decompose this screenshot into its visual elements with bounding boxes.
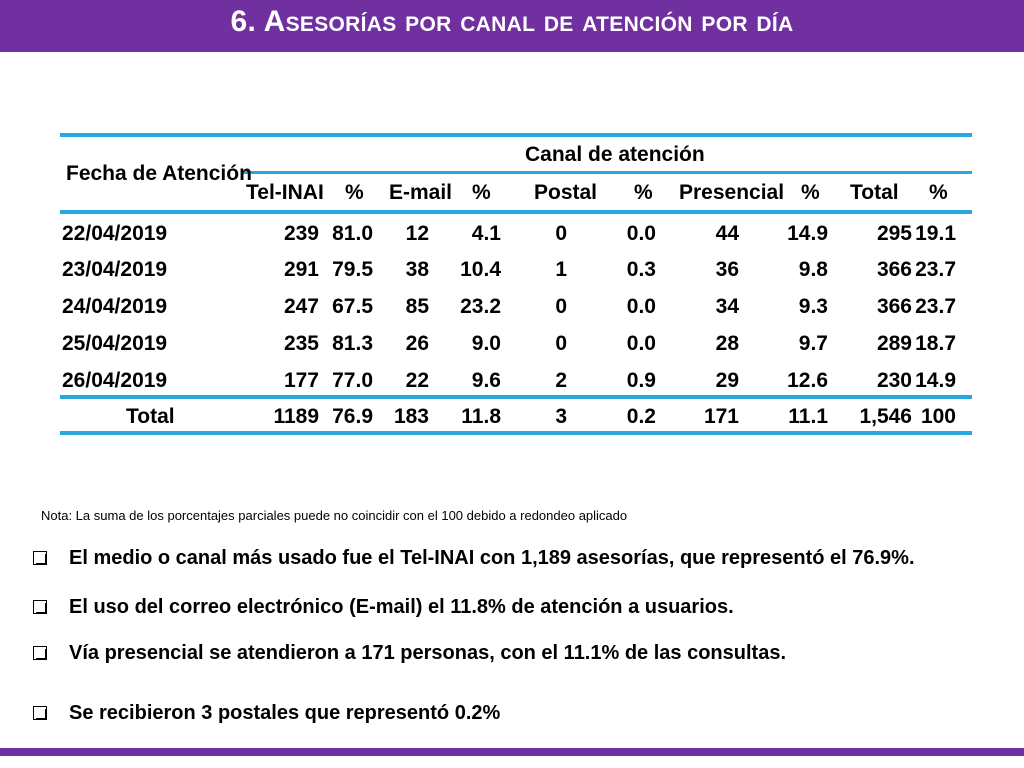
table-cell-date: 22/04/2019 (62, 222, 168, 245)
page-title: 6. Asesorías por canal de atención por d… (230, 5, 794, 38)
col-header-pct: % (345, 181, 364, 204)
total-top-border (60, 395, 972, 399)
table-cell-email-pct: 4.1 (471, 222, 501, 245)
table-cell-email-pct: 9.6 (471, 369, 501, 392)
table-cell-total: 366 (876, 295, 912, 318)
table-cell-tel-inai-pct: 81.0 (332, 222, 373, 245)
data-table: Fecha de Atención Canal de atención Tel-… (60, 133, 972, 438)
table-top-border (60, 133, 972, 137)
table-cell-email: 85 (405, 295, 429, 318)
table-cell-email: 12 (405, 222, 429, 245)
footnote: Nota: La suma de los porcentajes parcial… (41, 508, 628, 523)
table-cell-tel-inai: 239 (283, 222, 319, 245)
table-cell-postal-pct: 0.0 (626, 295, 656, 318)
table-cell-presencial: 44 (715, 222, 739, 245)
col-header-pct: % (929, 181, 948, 204)
table-cell-presencial: 36 (715, 258, 739, 281)
table-cell-presencial-pct: 9.8 (798, 258, 828, 281)
table-cell-total: 366 (876, 258, 912, 281)
table-cell-total-pct: 18.7 (915, 332, 956, 355)
table-cell-total-pct: 23.7 (915, 295, 956, 318)
total-row-label: Total (126, 405, 175, 428)
total-cell-presencial-pct: 11.1 (788, 405, 828, 428)
header-bottom-border (60, 210, 972, 214)
total-cell-total-pct: 100 (920, 405, 956, 428)
total-cell-total: 1,546 (859, 405, 912, 428)
header-bar (0, 0, 1024, 52)
table-cell-postal: 0 (555, 295, 567, 318)
total-cell-postal: 3 (555, 405, 567, 428)
col-header-pct: % (801, 181, 820, 204)
table-cell-postal: 0 (555, 222, 567, 245)
table-cell-total: 295 (876, 222, 912, 245)
table-cell-presencial-pct: 9.7 (798, 332, 828, 355)
group-header-label: Canal de atención (525, 143, 705, 166)
table-cell-postal-pct: 0.9 (626, 369, 656, 392)
table-cell-presencial: 29 (715, 369, 739, 392)
table-cell-presencial: 34 (715, 295, 739, 318)
checkbox-bullet-icon (33, 600, 47, 614)
table-cell-postal-pct: 0.0 (626, 222, 656, 245)
table-cell-total-pct: 19.1 (915, 222, 956, 245)
table-cell-total: 289 (876, 332, 912, 355)
col-header-total: Total (850, 181, 899, 204)
table-bottom-border (60, 431, 972, 435)
table-cell-email-pct: 10.4 (460, 258, 501, 281)
footer-gap (0, 756, 1024, 768)
bullet-text: El uso del correo electrónico (E-mail) e… (69, 596, 734, 618)
bullet-text: El medio o canal más usado fue el Tel-IN… (69, 547, 915, 569)
table-cell-tel-inai-pct: 77.0 (332, 369, 373, 392)
table-cell-postal-pct: 0.0 (626, 332, 656, 355)
bullet-text: Vía presencial se atendieron a 171 perso… (69, 642, 787, 664)
table-cell-total: 230 (876, 369, 912, 392)
checkbox-bullet-icon (33, 646, 47, 660)
table-cell-email: 26 (405, 332, 429, 355)
table-cell-presencial-pct: 14.9 (787, 222, 828, 245)
bullet-text: Se recibieron 3 postales que representó … (69, 702, 501, 724)
table-cell-date: 23/04/2019 (62, 258, 168, 281)
table-cell-postal: 0 (555, 332, 567, 355)
table-cell-tel-inai-pct: 81.3 (332, 332, 373, 355)
checkbox-bullet-icon (33, 551, 47, 565)
total-cell-email-pct: 11.8 (461, 405, 501, 428)
table-cell-postal: 2 (555, 369, 567, 392)
table-cell-tel-inai-pct: 67.5 (332, 295, 373, 318)
table-cell-date: 26/04/2019 (62, 369, 168, 392)
table-cell-email-pct: 9.0 (471, 332, 501, 355)
table-cell-presencial: 28 (715, 332, 739, 355)
total-cell-postal-pct: 0.2 (626, 405, 656, 428)
group-header-border (243, 171, 972, 174)
col-header-email: E-mail (389, 181, 453, 204)
table-cell-total-pct: 23.7 (915, 258, 956, 281)
table-cell-tel-inai: 235 (283, 332, 319, 355)
table-cell-email: 22 (405, 369, 429, 392)
col-header-pct: % (634, 181, 653, 204)
table-cell-presencial-pct: 12.6 (787, 369, 828, 392)
footer-bar (0, 748, 1024, 756)
col-header-tel-inai: Tel-INAI (246, 181, 324, 204)
table-cell-tel-inai-pct: 79.5 (332, 258, 373, 281)
total-cell-presencial: 171 (703, 405, 739, 428)
table-cell-tel-inai: 291 (283, 258, 319, 281)
table-cell-email-pct: 23.2 (460, 295, 501, 318)
total-cell-email: 183 (393, 405, 429, 428)
checkbox-bullet-icon (33, 706, 47, 720)
col-header-postal: Postal (534, 181, 598, 204)
table-cell-postal-pct: 0.3 (626, 258, 656, 281)
table-cell-presencial-pct: 9.3 (798, 295, 828, 318)
table-cell-date: 24/04/2019 (62, 295, 168, 318)
table-cell-email: 38 (405, 258, 429, 281)
col-header-pct: % (472, 181, 491, 204)
table-cell-postal: 1 (555, 258, 567, 281)
col-header-presencial: Presencial (679, 181, 785, 204)
row-header-label: Fecha de Atención (66, 162, 252, 185)
total-cell-tel-inai: 1189 (273, 405, 319, 428)
total-cell-tel-inai-pct: 76.9 (332, 405, 373, 428)
table-cell-date: 25/04/2019 (62, 332, 168, 355)
table-cell-total-pct: 14.9 (915, 369, 956, 392)
table-cell-tel-inai: 177 (283, 369, 319, 392)
table-cell-tel-inai: 247 (283, 295, 319, 318)
